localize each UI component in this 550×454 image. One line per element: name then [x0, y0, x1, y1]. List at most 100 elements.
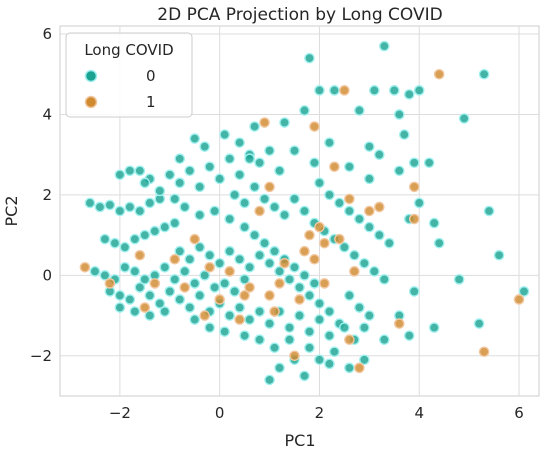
data-point-series-1: [239, 290, 250, 301]
data-point-series-0: [224, 153, 235, 165]
data-point-series-1: [334, 233, 345, 245]
data-point-series-0: [374, 149, 385, 160]
data-point-series-1: [224, 266, 235, 277]
data-point-series-0: [124, 165, 136, 177]
data-point-series-1: [294, 294, 305, 305]
data-point-series-0: [279, 117, 290, 128]
data-point-series-0: [194, 290, 206, 301]
data-point-series-0: [134, 205, 146, 217]
data-point-series-0: [324, 330, 335, 341]
data-point-series-0: [304, 290, 315, 301]
data-point-series-1: [349, 266, 360, 277]
data-point-series-1: [344, 193, 355, 205]
data-point-series-0: [408, 286, 420, 297]
data-point-series-0: [114, 205, 126, 217]
data-point-series-1: [234, 314, 245, 325]
data-point-series-0: [294, 282, 305, 293]
data-point-series-1: [329, 161, 340, 173]
data-point-series-0: [369, 266, 380, 277]
data-point-series-0: [169, 274, 181, 285]
data-point-series-0: [254, 249, 265, 261]
data-point-series-0: [154, 185, 166, 197]
data-point-series-0: [458, 113, 470, 124]
data-point-series-0: [134, 165, 146, 177]
data-point-series-0: [314, 177, 325, 189]
data-point-series-0: [428, 322, 440, 333]
data-point-series-0: [114, 302, 126, 313]
data-point-series-0: [144, 310, 156, 321]
chart-title: 2D PCA Projection by Long COVID: [157, 5, 442, 25]
data-point-series-1: [279, 257, 290, 269]
data-point-series-0: [264, 145, 275, 156]
data-point-series-1: [169, 253, 181, 265]
data-point-series-0: [473, 318, 485, 329]
y-tick-label: −2: [30, 347, 52, 365]
data-point-series-0: [199, 141, 210, 152]
data-point-series-0: [403, 330, 415, 341]
data-point-series-0: [478, 68, 490, 80]
data-point-series-0: [324, 189, 335, 201]
data-point-series-0: [304, 342, 315, 354]
data-point-series-0: [104, 199, 116, 211]
data-point-series-0: [379, 274, 390, 285]
data-point-series-1: [309, 121, 320, 132]
data-point-series-0: [239, 197, 250, 209]
data-point-series-0: [234, 253, 245, 265]
data-point-series-0: [234, 302, 245, 313]
data-point-series-0: [284, 274, 295, 285]
data-point-series-0: [89, 266, 101, 277]
data-point-series-0: [269, 342, 280, 354]
data-point-series-0: [269, 245, 280, 257]
data-point-series-0: [364, 310, 375, 321]
data-point-series-0: [304, 52, 315, 64]
data-point-series-0: [129, 233, 141, 245]
data-point-series-0: [229, 189, 240, 201]
data-point-series-0: [219, 129, 230, 140]
data-point-series-0: [393, 109, 405, 120]
x-tick-label: 2: [315, 404, 325, 422]
data-point-series-0: [284, 334, 295, 345]
data-point-series-0: [174, 294, 186, 305]
data-point-series-0: [314, 314, 325, 325]
data-point-series-0: [169, 217, 181, 229]
data-point-series-1: [244, 282, 255, 293]
data-point-series-0: [359, 257, 370, 269]
data-point-series-1: [274, 278, 285, 289]
data-point-series-0: [204, 249, 215, 261]
data-point-series-0: [349, 249, 360, 261]
data-point-series-0: [219, 326, 230, 337]
legend-box: [65, 32, 193, 118]
data-point-series-0: [329, 346, 340, 358]
x-tick-label: 4: [414, 404, 424, 422]
data-point-series-0: [244, 314, 255, 325]
data-point-series-0: [254, 334, 265, 345]
x-tick-label: −2: [109, 404, 131, 422]
data-point-series-0: [413, 197, 425, 209]
data-point-series-0: [204, 322, 215, 333]
data-point-series-0: [403, 89, 415, 100]
data-point-series-0: [214, 173, 225, 185]
data-point-series-1: [364, 205, 375, 217]
data-point-series-0: [314, 298, 325, 309]
data-point-series-0: [219, 278, 230, 289]
data-point-series-1: [408, 181, 420, 193]
data-point-series-0: [334, 197, 345, 209]
data-point-series-0: [159, 306, 171, 317]
data-point-series-0: [189, 314, 201, 325]
data-point-series-1: [304, 229, 315, 241]
data-point-series-1: [309, 253, 320, 265]
y-axis-label: PC2: [2, 196, 21, 227]
data-point-series-0: [119, 241, 131, 253]
data-point-series-0: [299, 370, 310, 382]
data-point-series-0: [144, 197, 156, 209]
data-point-series-1: [319, 237, 330, 249]
data-point-series-0: [354, 302, 365, 313]
data-point-series-0: [309, 278, 320, 289]
data-point-series-0: [189, 278, 201, 289]
data-point-series-0: [164, 286, 176, 297]
data-point-series-0: [339, 241, 350, 253]
legend-marker-0: [84, 69, 98, 83]
data-point-series-0: [483, 205, 495, 217]
data-point-series-0: [114, 290, 126, 301]
data-point-series-1: [259, 117, 270, 128]
